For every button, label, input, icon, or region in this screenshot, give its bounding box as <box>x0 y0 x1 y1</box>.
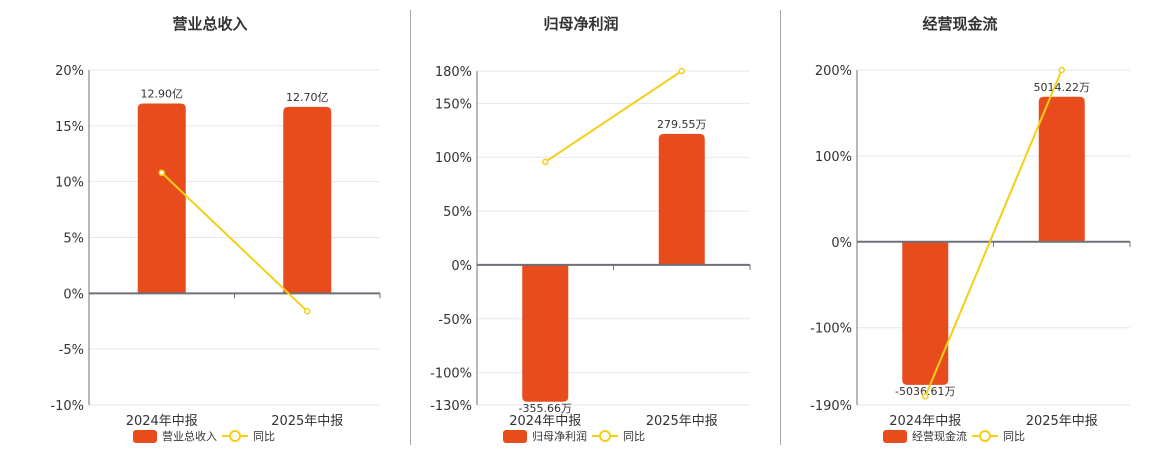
y-tick-label: -5% <box>59 343 84 358</box>
x-tick-label: 2024年中报 <box>126 414 198 429</box>
chart-legend: 经营现金流 同比 <box>883 428 1025 444</box>
x-tick-label: 2024年中报 <box>889 414 961 429</box>
chart-panel-revenue: 营业总收入 20% 15% 10% 5% 0% -5% -10% 12.90亿 2024年中报 1… <box>0 0 410 450</box>
legend-bar-label[interactable]: 经营现金流 <box>912 430 967 443</box>
x-tick-label: 2025年中报 <box>271 414 343 429</box>
y-tick-label: 180% <box>435 65 472 80</box>
y-tick-label: -10% <box>50 399 84 414</box>
yoy-line[interactable] <box>161 172 308 312</box>
yoy-point[interactable] <box>158 169 165 176</box>
chart-title: 营业总收入 <box>172 15 248 33</box>
y-tick-label: -130% <box>430 399 472 414</box>
bar[interactable] <box>283 106 332 294</box>
chart-plot: 200% 100% 0% -100% -190% -5036.61万 2024年中报 5014… <box>810 64 1131 429</box>
chart-legend: 营业总收入 同比 <box>133 428 275 444</box>
bar[interactable] <box>658 133 705 265</box>
bar-value-label: -5036.61万 <box>895 385 955 398</box>
yoy-point[interactable] <box>542 158 549 166</box>
y-tick-label: 100% <box>815 150 852 165</box>
yoy-point[interactable] <box>1058 66 1065 74</box>
legend-line-swatch-icon[interactable] <box>972 430 998 442</box>
x-tick-label: 2025年中报 <box>646 414 718 429</box>
y-tick-label: -100% <box>430 367 472 382</box>
bar-value-label: -355.66万 <box>519 402 572 415</box>
legend-line-swatch-icon[interactable] <box>222 430 248 442</box>
chart-plot: 180%150%100%50%0%-50%-100%-130% -355.66万2… <box>430 65 751 429</box>
bar-value-label: 12.70亿 <box>286 91 329 104</box>
yoy-point[interactable] <box>922 393 929 400</box>
yoy-point[interactable] <box>678 67 685 75</box>
y-tick-label: 50% <box>443 205 472 220</box>
y-tick-label: -50% <box>438 313 472 328</box>
y-tick-label: 5% <box>63 232 84 247</box>
bar[interactable] <box>902 241 949 385</box>
legend-bar-swatch[interactable] <box>883 429 907 443</box>
y-tick-label: 0% <box>831 236 852 251</box>
bar[interactable] <box>1038 96 1085 242</box>
yoy-line[interactable] <box>544 70 683 163</box>
chart-panel-net-profit: 归母净利润 180% 150% 100% 50% 0% -50% -100% -130% -35… <box>411 0 781 450</box>
legend-line-label[interactable]: 同比 <box>253 430 275 443</box>
bar-value-label: 279.55万 <box>657 118 707 131</box>
chart-title: 经营现金流 <box>922 15 998 33</box>
x-tick-label: 2024年中报 <box>509 414 581 429</box>
legend-bar-label[interactable]: 归母净利润 <box>532 430 587 443</box>
y-tick-label: 15% <box>55 120 84 135</box>
y-tick-label: 0% <box>63 287 84 302</box>
bar[interactable] <box>522 264 569 402</box>
legend-line-label[interactable]: 同比 <box>623 430 645 443</box>
legend-bar-label[interactable]: 营业总收入 <box>162 430 217 443</box>
bar-value-label: 5014.22万 <box>1034 81 1091 94</box>
bar[interactable] <box>137 103 186 294</box>
panel-divider <box>410 10 411 445</box>
y-tick-label: -190% <box>810 399 852 414</box>
x-tick-label: 2025年中报 <box>1026 414 1098 429</box>
y-tick-label: 10% <box>55 176 84 191</box>
y-tick-label: 100% <box>435 151 472 166</box>
bar-value-label: 12.90亿 <box>141 88 184 101</box>
y-tick-label: 200% <box>815 64 852 79</box>
legend-line-swatch-icon[interactable] <box>592 430 618 442</box>
y-tick-label: -100% <box>810 322 852 337</box>
y-tick-label: 20% <box>55 64 84 79</box>
yoy-line[interactable] <box>924 69 1063 397</box>
chart-panel-operating-cashflow: 经营现金流 200% 100% 0% -100% -190% -5036.61万 2024年… <box>781 0 1160 450</box>
panel-divider <box>780 10 781 445</box>
legend-bar-swatch[interactable] <box>503 429 527 443</box>
chart-plot: 20% 15% 10% 5% 0% -5% -10% 12.90亿 2024年中报 12.70亿 2… <box>50 64 381 429</box>
chart-title: 归母净利润 <box>543 15 619 33</box>
legend-line-label[interactable]: 同比 <box>1003 430 1025 443</box>
chart-legend: 归母净利润 同比 <box>503 428 645 444</box>
y-tick-label: 0% <box>451 259 472 274</box>
yoy-point[interactable] <box>304 307 311 315</box>
y-tick-label: 150% <box>435 97 472 112</box>
legend-bar-swatch[interactable] <box>133 429 157 443</box>
